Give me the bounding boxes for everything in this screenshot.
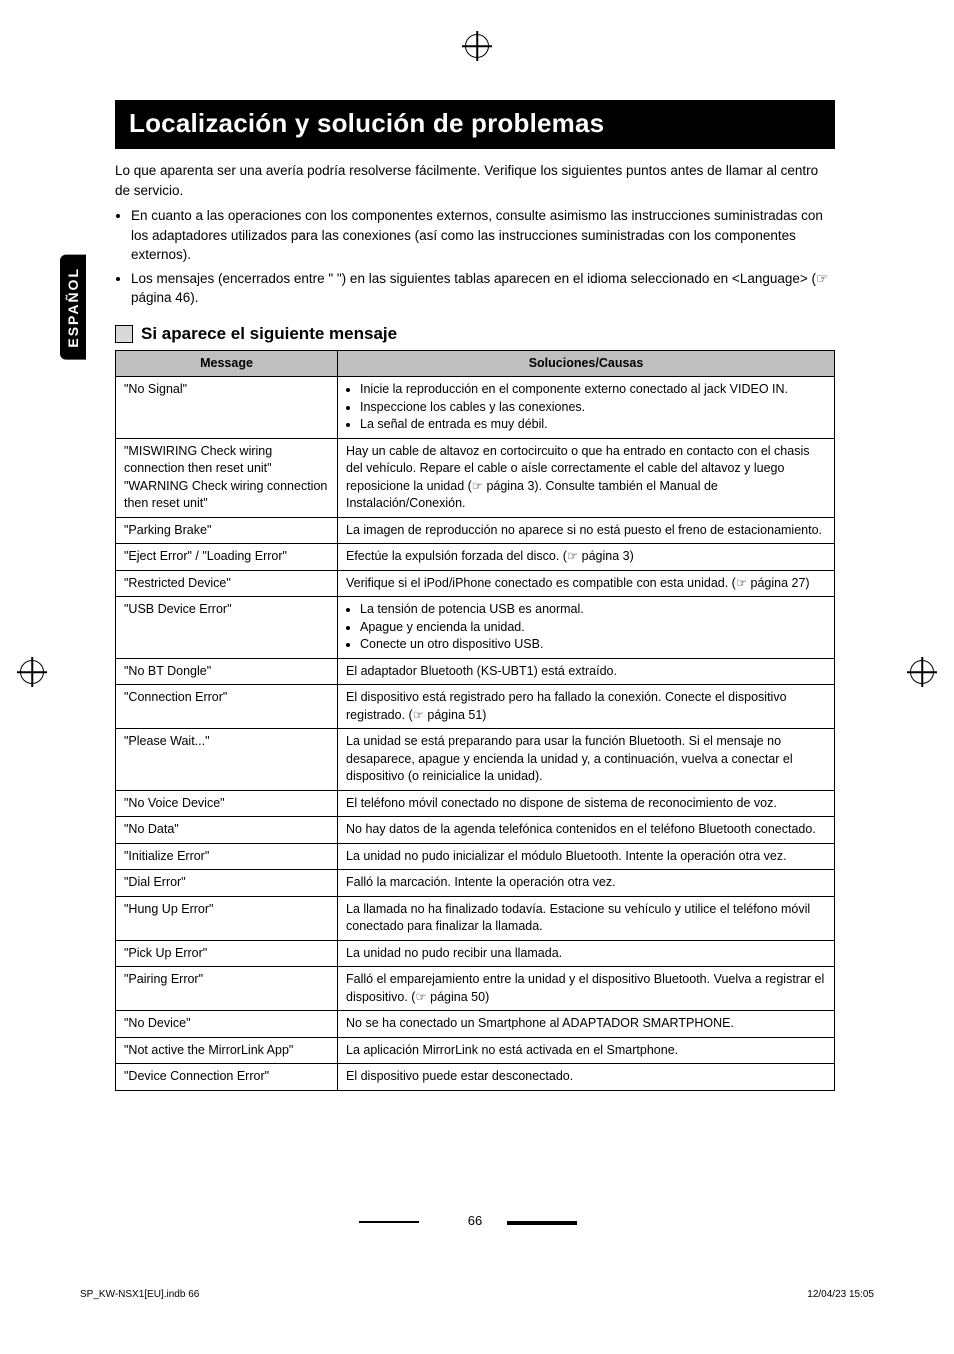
solution-cell: La unidad no pudo recibir una llamada. <box>338 940 835 967</box>
message-cell: "Eject Error" / "Loading Error" <box>116 544 338 571</box>
solution-cell: Hay un cable de altavoz en cortocircuito… <box>338 438 835 517</box>
table-row: "No Signal" Inicie la reproducción en el … <box>116 377 835 439</box>
table-row: "No Device"No se ha conectado un Smartph… <box>116 1011 835 1038</box>
message-cell: "Hung Up Error" <box>116 896 338 940</box>
table-row: "Parking Brake"La imagen de reproducción… <box>116 517 835 544</box>
page-number: 66 <box>462 1213 488 1228</box>
message-cell: "Not active the MirrorLink App" <box>116 1037 338 1064</box>
message-cell: "Please Wait..." <box>116 729 338 791</box>
solution-cell: La llamada no ha finalizado todavía. Est… <box>338 896 835 940</box>
solution-list-item: Inspeccione los cables y las conexiones. <box>360 399 826 417</box>
table-row: "Pick Up Error"La unidad no pudo recibir… <box>116 940 835 967</box>
table-row: "Not active the MirrorLink App"La aplica… <box>116 1037 835 1064</box>
solution-cell: Falló el emparejamiento entre la unidad … <box>338 967 835 1011</box>
intro-bullet: Los mensajes (encerrados entre " ") en l… <box>131 269 835 308</box>
message-cell: "Parking Brake" <box>116 517 338 544</box>
table-row: "Dial Error"Falló la marcación. Intente … <box>116 870 835 897</box>
table-row: "No Data"No hay datos de la agenda telef… <box>116 817 835 844</box>
solution-cell: El dispositivo está registrado pero ha f… <box>338 685 835 729</box>
message-cell: "USB Device Error" <box>116 597 338 659</box>
solution-cell: El teléfono móvil conectado no dispone d… <box>338 790 835 817</box>
solution-cell: No se ha conectado un Smartphone al ADAP… <box>338 1011 835 1038</box>
table-row: "Device Connection Error"El dispositivo … <box>116 1064 835 1091</box>
solution-cell: Efectúe la expulsión forzada del disco. … <box>338 544 835 571</box>
solution-cell: La unidad no pudo inicializar el módulo … <box>338 843 835 870</box>
solution-list-item: La señal de entrada es muy débil. <box>360 416 826 434</box>
table-row: "Restricted Device"Verifique si el iPod/… <box>116 570 835 597</box>
solution-cell: Verifique si el iPod/iPhone conectado es… <box>338 570 835 597</box>
message-cell: "Connection Error" <box>116 685 338 729</box>
registration-mark-right <box>910 660 934 684</box>
message-cell: "Pairing Error" <box>116 967 338 1011</box>
solution-list-item: Inicie la reproducción en el componente … <box>360 381 826 399</box>
page-number-area: 66 <box>115 1212 835 1230</box>
message-cell: "Restricted Device" <box>116 570 338 597</box>
solution-list-item: La tensión de potencia USB es anormal. <box>360 601 826 619</box>
section-heading-text: Si aparece el siguiente mensaje <box>141 324 397 344</box>
message-cell: "Device Connection Error" <box>116 1064 338 1091</box>
solution-cell: La tensión de potencia USB es anormal.Ap… <box>338 597 835 659</box>
language-side-tab: ESPAÑOL <box>60 255 86 360</box>
table-row: "Pairing Error"Falló el emparejamiento e… <box>116 967 835 1011</box>
solution-cell: El adaptador Bluetooth (KS-UBT1) está ex… <box>338 658 835 685</box>
table-header-solution: Soluciones/Causas <box>338 350 835 377</box>
table-row: "No Voice Device"El teléfono móvil conec… <box>116 790 835 817</box>
message-cell: "MISWIRING Check wiring connection then … <box>116 438 338 517</box>
footer-left-text: SP_KW-NSX1[EU].indb 66 <box>80 1289 199 1300</box>
intro-lead: Lo que aparenta ser una avería podría re… <box>115 161 835 200</box>
table-row: "MISWIRING Check wiring connection then … <box>116 438 835 517</box>
table-row: "Initialize Error"La unidad no pudo inic… <box>116 843 835 870</box>
solution-cell: La unidad se está preparando para usar l… <box>338 729 835 791</box>
print-footer: SP_KW-NSX1[EU].indb 66 12/04/23 15:05 <box>80 1289 874 1300</box>
solution-cell: La aplicación MirrorLink no está activad… <box>338 1037 835 1064</box>
table-row: "Hung Up Error"La llamada no ha finaliza… <box>116 896 835 940</box>
messages-table: Message Soluciones/Causas "No Signal" Ini… <box>115 350 835 1091</box>
solution-cell: La imagen de reproducción no aparece si … <box>338 517 835 544</box>
registration-mark-left <box>20 660 44 684</box>
table-row: "Connection Error"El dispositivo está re… <box>116 685 835 729</box>
solution-cell: El dispositivo puede estar desconectado. <box>338 1064 835 1091</box>
message-cell: "No Data" <box>116 817 338 844</box>
message-cell: "Initialize Error" <box>116 843 338 870</box>
registration-mark-top <box>465 34 489 58</box>
table-header-message: Message <box>116 350 338 377</box>
message-cell: "No Device" <box>116 1011 338 1038</box>
message-cell: "No Signal" <box>116 377 338 439</box>
solution-list-item: Apague y encienda la unidad. <box>360 619 826 637</box>
table-row: "Eject Error" / "Loading Error"Efectúe l… <box>116 544 835 571</box>
section-box-icon <box>115 325 133 343</box>
section-heading: Si aparece el siguiente mensaje <box>115 324 835 344</box>
solution-cell: Falló la marcación. Intente la operación… <box>338 870 835 897</box>
page-title: Localización y solución de problemas <box>115 100 835 149</box>
table-row: "No BT Dongle"El adaptador Bluetooth (KS… <box>116 658 835 685</box>
solution-cell: Inicie la reproducción en el componente … <box>338 377 835 439</box>
table-row: "Please Wait..."La unidad se está prepar… <box>116 729 835 791</box>
table-row: "USB Device Error"La tensión de potencia… <box>116 597 835 659</box>
message-cell: "Pick Up Error" <box>116 940 338 967</box>
message-cell: "No BT Dongle" <box>116 658 338 685</box>
page-content: Localización y solución de problemas Lo … <box>115 100 835 1091</box>
message-cell: "Dial Error" <box>116 870 338 897</box>
intro-block: Lo que aparenta ser una avería podría re… <box>115 161 835 308</box>
message-cell: "No Voice Device" <box>116 790 338 817</box>
intro-bullet: En cuanto a las operaciones con los comp… <box>131 206 835 265</box>
solution-list-item: Conecte un otro dispositivo USB. <box>360 636 826 654</box>
footer-right-text: 12/04/23 15:05 <box>807 1289 874 1300</box>
solution-cell: No hay datos de la agenda telefónica con… <box>338 817 835 844</box>
